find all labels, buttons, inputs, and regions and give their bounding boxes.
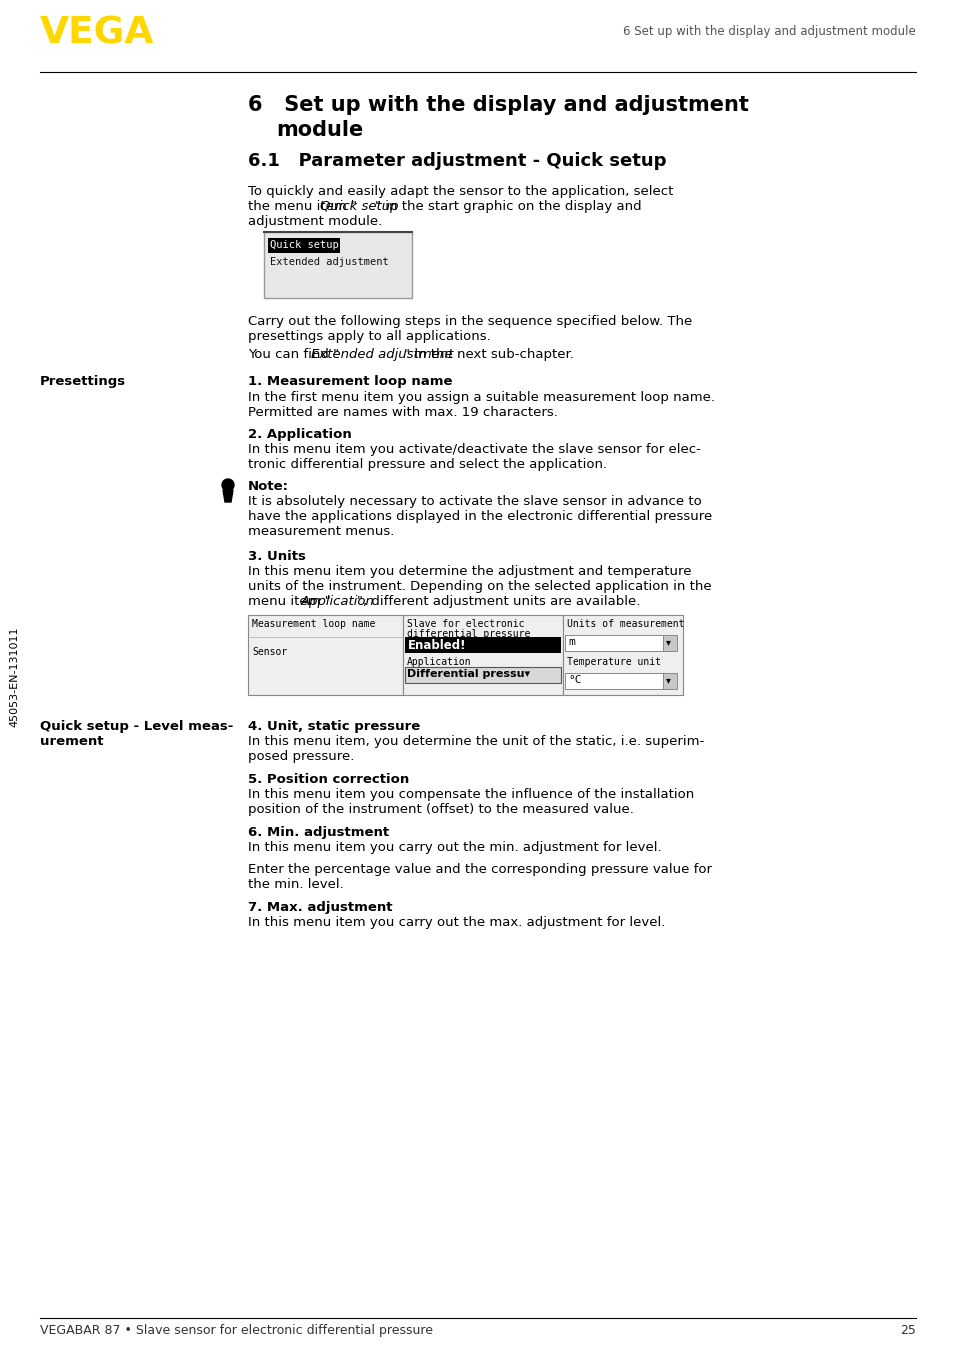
Text: In the first menu item you assign a suitable measurement loop name.: In the first menu item you assign a suit… (248, 391, 714, 403)
Text: In this menu item you compensate the influence of the installation: In this menu item you compensate the inf… (248, 788, 694, 802)
Text: the menu item ": the menu item " (248, 200, 356, 213)
Circle shape (222, 479, 233, 492)
Bar (662, 635, 677, 651)
Text: Units of measurement: Units of measurement (566, 619, 684, 630)
Bar (662, 673, 677, 689)
Text: menu item ": menu item " (248, 594, 331, 608)
Text: Permitted are names with max. 19 characters.: Permitted are names with max. 19 charact… (248, 406, 558, 418)
Text: Quick setup: Quick setup (270, 240, 338, 250)
Text: It is absolutely necessary to activate the slave sensor in advance to: It is absolutely necessary to activate t… (248, 496, 701, 508)
Text: VEGA: VEGA (40, 15, 154, 51)
Text: Note:: Note: (248, 481, 289, 493)
Text: In this menu item you activate/deactivate the slave sensor for elec-: In this menu item you activate/deactivat… (248, 443, 700, 456)
Text: 45053-EN-131011: 45053-EN-131011 (9, 627, 19, 727)
Bar (402, 615, 562, 695)
Text: To quickly and easily adapt the sensor to the application, select: To quickly and easily adapt the sensor t… (248, 185, 673, 198)
Text: In this menu item you carry out the min. adjustment for level.: In this menu item you carry out the min.… (248, 841, 661, 854)
Text: urement: urement (40, 735, 103, 747)
Text: measurement menus.: measurement menus. (248, 525, 394, 538)
Text: Enabled!: Enabled! (408, 639, 466, 653)
Bar (268, 238, 339, 253)
Bar (562, 615, 682, 695)
Text: Application: Application (407, 657, 471, 668)
Text: Application: Application (301, 594, 375, 608)
Polygon shape (223, 490, 233, 502)
Text: 6 Set up with the display and adjustment module: 6 Set up with the display and adjustment… (622, 24, 915, 38)
Text: Temperature unit: Temperature unit (566, 657, 660, 668)
Bar (264, 232, 412, 298)
Text: 6. Min. adjustment: 6. Min. adjustment (248, 826, 389, 839)
Text: Extended adjustment: Extended adjustment (311, 348, 453, 362)
Text: Presettings: Presettings (40, 375, 126, 389)
Bar (564, 635, 664, 651)
Text: 6   Set up with the display and adjustment: 6 Set up with the display and adjustment (248, 95, 748, 115)
Text: Enter the percentage value and the corresponding pressure value for: Enter the percentage value and the corre… (248, 862, 711, 876)
Text: 1. Measurement loop name: 1. Measurement loop name (248, 375, 452, 389)
Text: tronic differential pressure and select the application.: tronic differential pressure and select … (248, 458, 606, 471)
Text: 4. Unit, static pressure: 4. Unit, static pressure (248, 720, 420, 733)
Text: m: m (567, 636, 574, 647)
Text: Slave for electronic: Slave for electronic (407, 619, 524, 630)
Bar (405, 668, 560, 682)
Text: VEGABAR 87 • Slave sensor for electronic differential pressure: VEGABAR 87 • Slave sensor for electronic… (40, 1324, 433, 1336)
Text: ", different adjustment units are available.: ", different adjustment units are availa… (356, 594, 639, 608)
Text: units of the instrument. Depending on the selected application in the: units of the instrument. Depending on th… (248, 580, 711, 593)
Text: module: module (275, 121, 363, 139)
Text: ▾: ▾ (665, 676, 670, 685)
Text: differential pressure: differential pressure (407, 630, 530, 639)
Text: 3. Units: 3. Units (248, 550, 306, 563)
Text: posed pressure.: posed pressure. (248, 750, 354, 764)
Text: Extended adjustment: Extended adjustment (270, 257, 388, 267)
Text: Carry out the following steps in the sequence specified below. The: Carry out the following steps in the seq… (248, 315, 692, 328)
Text: have the applications displayed in the electronic differential pressure: have the applications displayed in the e… (248, 510, 712, 523)
Text: the min. level.: the min. level. (248, 877, 343, 891)
Bar (564, 673, 664, 689)
Text: Differential pressu▾: Differential pressu▾ (407, 669, 530, 678)
Text: " in the start graphic on the display and: " in the start graphic on the display an… (375, 200, 641, 213)
Text: presettings apply to all applications.: presettings apply to all applications. (248, 330, 490, 343)
Text: ▾: ▾ (665, 636, 670, 647)
Text: 5. Position correction: 5. Position correction (248, 773, 409, 787)
Text: Quick setup: Quick setup (319, 200, 398, 213)
Text: adjustment module.: adjustment module. (248, 215, 382, 227)
Text: Sensor: Sensor (252, 647, 287, 657)
Text: 25: 25 (900, 1324, 915, 1336)
Text: You can find ": You can find " (248, 348, 338, 362)
Text: " in the next sub-chapter.: " in the next sub-chapter. (403, 348, 574, 362)
Bar (405, 636, 560, 653)
Text: In this menu item you determine the adjustment and temperature: In this menu item you determine the adju… (248, 565, 691, 578)
Text: In this menu item, you determine the unit of the static, i.e. superim-: In this menu item, you determine the uni… (248, 735, 703, 747)
Bar (248, 615, 402, 695)
Text: position of the instrument (offset) to the measured value.: position of the instrument (offset) to t… (248, 803, 633, 816)
Text: In this menu item you carry out the max. adjustment for level.: In this menu item you carry out the max.… (248, 917, 664, 929)
Text: Quick setup - Level meas-: Quick setup - Level meas- (40, 720, 233, 733)
Text: 2. Application: 2. Application (248, 428, 352, 441)
Text: 6.1   Parameter adjustment - Quick setup: 6.1 Parameter adjustment - Quick setup (248, 152, 666, 171)
Text: °C: °C (567, 676, 581, 685)
Text: 7. Max. adjustment: 7. Max. adjustment (248, 900, 392, 914)
Text: Measurement loop name: Measurement loop name (252, 619, 375, 630)
